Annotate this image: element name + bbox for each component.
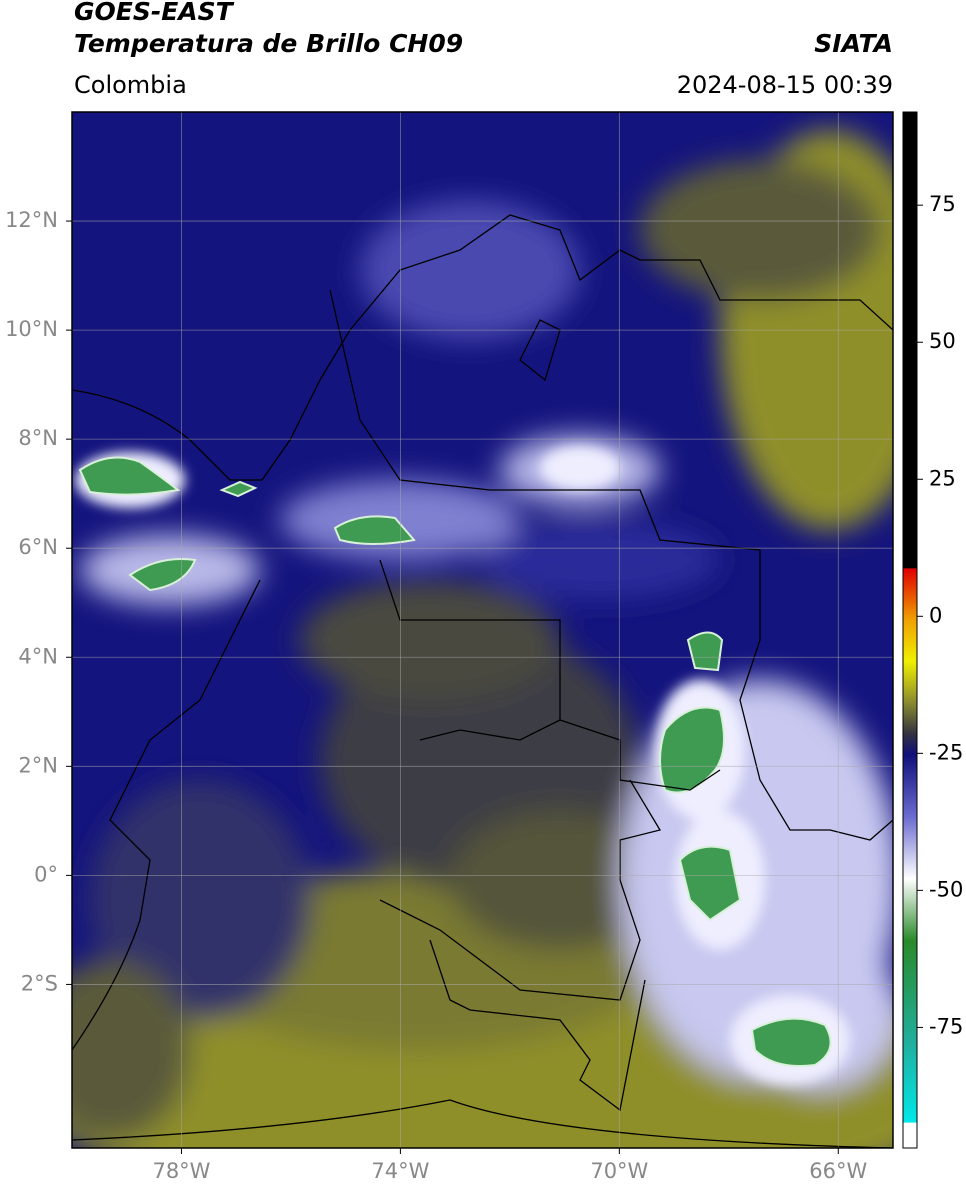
region: Colombia: [74, 71, 187, 99]
grid: [66, 112, 893, 1154]
lat-tick-label: 12°N: [5, 208, 58, 232]
colorbar: [902, 111, 918, 1149]
lat-tick-label: 0°: [34, 862, 58, 886]
lat-tick-label: 8°N: [18, 426, 58, 450]
product: Temperatura de Brillo CH09: [74, 29, 463, 58]
colorbar-tick-label: -75: [929, 1014, 963, 1038]
lat-tick-label: 10°N: [5, 317, 58, 341]
lon-tick-label: 66°W: [809, 1159, 867, 1183]
datetime: 2024-08-15 00:39: [677, 71, 893, 99]
satellite: GOES-EAST: [74, 0, 235, 26]
lat-tick-label: 2°N: [18, 753, 58, 777]
map-frame: [71, 111, 894, 1149]
colorbar-tick-label: 75: [929, 192, 956, 216]
colorbar-tick-label: -25: [929, 740, 963, 764]
satellite-image: [72, 112, 893, 1148]
colorbar-tick-label: -50: [929, 877, 963, 901]
lon-tick-label: 78°W: [152, 1159, 210, 1183]
lat-tick-label: 6°N: [18, 535, 58, 559]
lat-tick-label: 2°S: [21, 971, 58, 995]
colorbar-tick-label: 0: [929, 603, 942, 627]
lon-tick-label: 74°W: [371, 1159, 429, 1183]
lon-tick-label: 70°W: [590, 1159, 648, 1183]
colorbar-tick-label: 25: [929, 466, 956, 490]
lat-tick-label: 4°N: [18, 644, 58, 668]
source: SIATA: [814, 29, 893, 58]
colorbar-tick-label: 50: [929, 329, 956, 353]
